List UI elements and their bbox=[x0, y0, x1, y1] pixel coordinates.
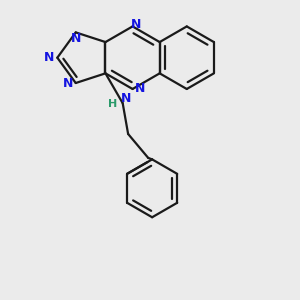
Text: N: N bbox=[44, 51, 55, 64]
Text: N: N bbox=[63, 76, 73, 89]
Text: N: N bbox=[130, 18, 141, 32]
Text: H: H bbox=[108, 99, 117, 109]
Text: N: N bbox=[121, 92, 131, 105]
Text: N: N bbox=[70, 32, 81, 45]
Text: N: N bbox=[135, 82, 146, 95]
